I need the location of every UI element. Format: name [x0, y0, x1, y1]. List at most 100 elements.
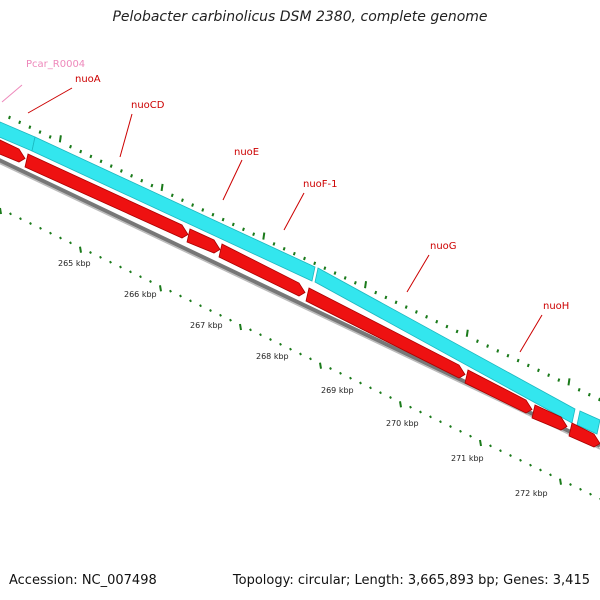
scale-tick	[364, 281, 368, 289]
scale-tick	[242, 227, 245, 232]
scale-tick	[29, 222, 32, 225]
scale-tick	[439, 420, 442, 424]
scale-tick	[429, 415, 432, 419]
scale-tick	[89, 154, 93, 159]
scale-tick	[319, 362, 322, 369]
scale-tick	[404, 305, 408, 309]
scale-tick	[18, 120, 22, 125]
scale-tick	[191, 203, 195, 207]
scale-tick	[449, 425, 452, 428]
reverse-cds-feature	[305, 287, 466, 379]
scale-tick	[38, 130, 42, 134]
scale-tick	[465, 329, 469, 337]
scale-tick	[557, 378, 561, 382]
kbp-labels: 265 kbp 266 kbp 267 kbp 268 kbp 269 kbp 270 k…	[58, 259, 548, 498]
scale-tick	[589, 492, 592, 496]
scale-tick	[384, 295, 388, 300]
scale-tick	[374, 290, 378, 295]
scale-tick	[49, 231, 52, 235]
gene-leader-line	[27, 87, 73, 114]
forward-cds-feature	[314, 267, 576, 424]
scale-tick	[28, 125, 32, 130]
scale-tick	[282, 246, 286, 251]
reverse-cds-feature	[24, 153, 189, 239]
scale-tick	[209, 309, 212, 312]
scale-tick	[89, 251, 92, 254]
scale-tick	[69, 144, 72, 149]
scale-tick	[279, 342, 282, 346]
scale-tick	[455, 329, 459, 334]
scale-tick	[252, 232, 256, 237]
scale-tick	[48, 135, 52, 139]
gene-leader-line	[519, 314, 543, 353]
scale-tick	[8, 115, 11, 120]
scale-tick	[221, 217, 225, 222]
reverse-cds-feature	[531, 404, 568, 431]
scale-tick	[419, 410, 422, 414]
scale-tick	[509, 454, 512, 457]
scale-tick	[211, 212, 215, 217]
scale-tick	[58, 135, 62, 143]
scale-tick	[425, 315, 429, 319]
scale-tick	[349, 376, 352, 380]
scale-tick	[109, 260, 112, 264]
scale-tick	[399, 401, 402, 408]
scale-tick	[129, 270, 132, 274]
backbone-track-shadow	[0, 162, 600, 450]
scale-tick	[409, 405, 412, 409]
kbp-label: 271 kbp	[451, 454, 484, 463]
scale-tick	[579, 487, 582, 491]
gene-label: nuoF-1	[303, 179, 338, 190]
scale-tick	[506, 353, 510, 358]
scale-tick	[329, 367, 332, 370]
scale-tick	[435, 319, 439, 324]
forward-cds-feature	[576, 410, 600, 435]
kbp-label: 268 kbp	[256, 352, 289, 361]
reverse-cds-feature	[464, 369, 533, 414]
scale-tick	[19, 217, 22, 221]
scale-tick	[569, 483, 572, 486]
kbp-label: 267 kbp	[190, 321, 223, 330]
gene-leader-line	[119, 113, 133, 158]
gene-label: nuoE	[234, 147, 259, 158]
lower-tick-row	[0, 207, 600, 501]
scale-tick	[79, 149, 83, 154]
scale-tick	[219, 313, 222, 317]
scale-tick	[445, 324, 449, 329]
scale-tick	[179, 294, 182, 298]
scale-tick	[109, 164, 113, 168]
scale-tick	[99, 255, 102, 259]
gene-labels: Pcar_R0004 nuoA nuoCD nuoE nuoF-1 nuoG nuoH	[1, 59, 569, 353]
scale-tick	[567, 378, 571, 386]
scale-tick	[201, 208, 205, 212]
genome-stats-text: Topology: circular; Length: 3,665,893 bp…	[232, 573, 590, 588]
scale-tick	[549, 473, 552, 477]
scale-tick	[189, 299, 192, 303]
kbp-label: 269 kbp	[321, 386, 354, 395]
scale-tick	[526, 363, 530, 368]
scale-tick	[359, 381, 362, 385]
scale-tick	[369, 386, 372, 390]
map-title: Pelobacter carbinolicus DSM 2380, comple…	[112, 9, 488, 25]
scale-tick	[516, 358, 520, 363]
scale-tick	[475, 339, 479, 343]
scale-tick	[529, 463, 532, 467]
reverse-cds-feature	[218, 243, 306, 297]
gene-label: Pcar_R0004	[26, 59, 85, 70]
forward-cds-feature	[31, 136, 316, 282]
scale-tick	[0, 207, 2, 215]
gene-leader-line	[283, 192, 305, 231]
gene-label: nuoA	[75, 74, 101, 85]
scale-tick	[299, 352, 302, 356]
scale-tick	[489, 444, 492, 448]
scale-tick	[303, 256, 306, 261]
reverse-cds-feature	[568, 422, 600, 448]
scale-tick	[486, 344, 490, 348]
scale-tick	[587, 392, 591, 397]
gene-label: nuoCD	[131, 100, 165, 111]
gene-leader-line	[222, 159, 243, 201]
scale-tick	[170, 193, 174, 198]
scale-tick	[119, 265, 122, 269]
scale-tick	[229, 318, 232, 322]
